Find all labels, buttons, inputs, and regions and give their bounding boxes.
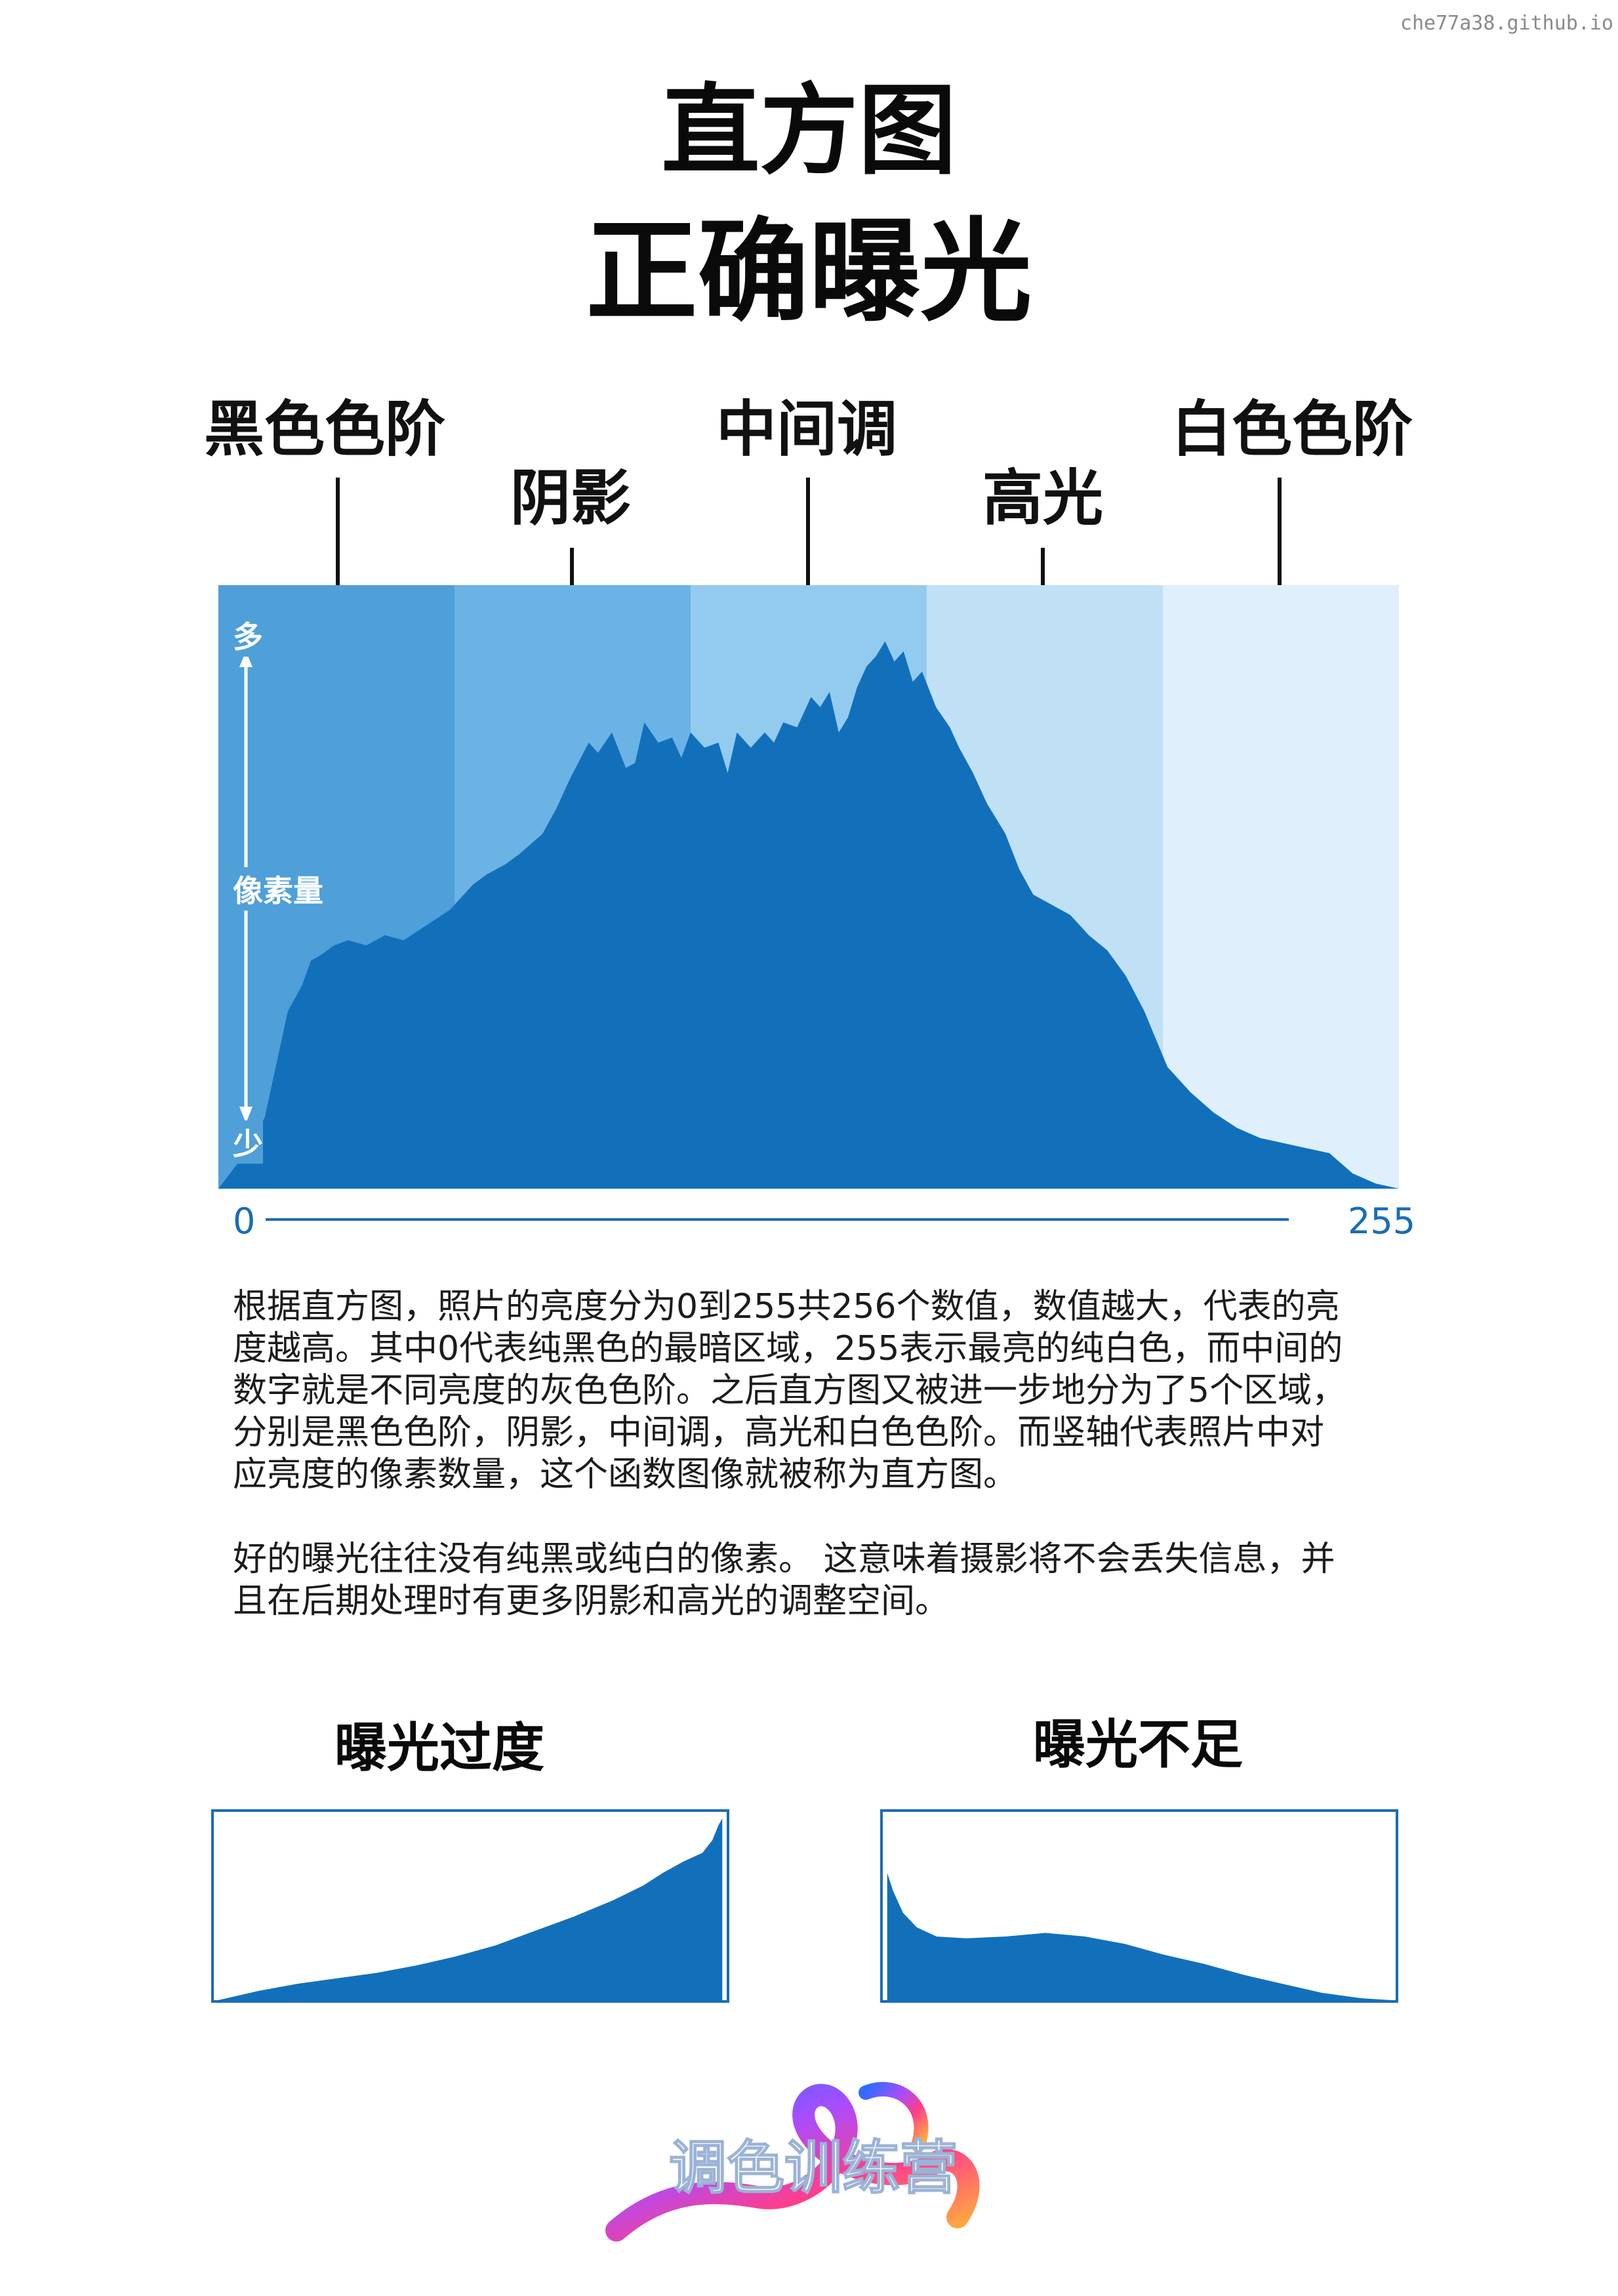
- paragraph-line: 应亮度的像素数量，这个函数图像就被称为直方图。: [233, 1455, 1018, 1494]
- y-axis-down-arrow: [239, 1107, 253, 1123]
- paragraph-line: 度越高。其中0代表纯黑色的最暗区域，255表示最亮的纯白色，而中间的: [233, 1329, 1343, 1368]
- y-axis-label: 像素量: [233, 867, 323, 911]
- watermark: che77a38.github.io: [1400, 12, 1613, 35]
- description-paragraph-2: 好的曝光往往没有纯黑或纯白的像素。 这意味着摄影将不会丢失信息，并 且在后期处理…: [233, 1538, 1413, 1622]
- zone-label-whites: 白色色阶: [1171, 394, 1413, 464]
- x-axis-min-label: 0: [233, 1200, 256, 1242]
- x-axis-max-label: 255: [1348, 1200, 1416, 1242]
- page-title: 直方图: [661, 74, 957, 188]
- zone-label-shadows: 阴影: [510, 463, 631, 533]
- histogram-chart: [218, 585, 1399, 1189]
- page-subtitle: 正确曝光: [586, 207, 1032, 337]
- zone-tick-blacks: [336, 478, 340, 602]
- zone-label-blacks: 黑色色阶: [203, 394, 445, 464]
- x-axis-line: [266, 1218, 1289, 1221]
- paragraph-line: 好的曝光往往没有纯黑或纯白的像素。 这意味着摄影将不会丢失信息，并: [233, 1540, 1335, 1579]
- zone-tick-midtones: [806, 478, 810, 602]
- paragraph-line: 数字就是不同亮度的灰色色阶。之后直方图又被进一步地分为了5个区域，: [233, 1371, 1346, 1410]
- zone-tick-highlights: [1041, 548, 1045, 602]
- training-camp-logo: 调色训练营: [605, 2081, 980, 2242]
- overexposed-area: [218, 1818, 723, 2000]
- overexposed-title: 曝光过度: [334, 1717, 544, 1778]
- histogram-area: [218, 641, 1399, 1189]
- underexposed-area: [887, 1872, 1392, 2000]
- y-axis-top-label: 多: [233, 613, 263, 657]
- zone-label-midtones: 中间调: [716, 394, 897, 464]
- underexposed-title: 曝光不足: [1033, 1714, 1243, 1775]
- y-axis-bottom-label: 少: [233, 1120, 263, 1164]
- logo-text: 调色训练营: [669, 2134, 958, 2202]
- overexposed-histogram: [211, 1809, 729, 2003]
- zone-tick-whites: [1278, 478, 1282, 602]
- zone-label-highlights: 高光: [982, 463, 1103, 533]
- paragraph-line: 根据直方图，照片的亮度分为0到255共256个数值，数值越大，代表的亮: [233, 1287, 1340, 1326]
- paragraph-line: 且在后期处理时有更多阴影和高光的调整空间。: [233, 1582, 950, 1621]
- zone-tick-shadows: [570, 548, 574, 602]
- paragraph-line: 分别是黑色色阶，阴影，中间调，高光和白色色阶。而竖轴代表照片中对: [233, 1413, 1325, 1452]
- description-paragraph-1: 根据直方图，照片的亮度分为0到255共256个数值，数值越大，代表的亮 度越高。…: [233, 1286, 1413, 1496]
- zone-band: [1163, 585, 1399, 1189]
- y-axis-up-arrow: [239, 651, 253, 667]
- underexposed-histogram: [880, 1809, 1398, 2003]
